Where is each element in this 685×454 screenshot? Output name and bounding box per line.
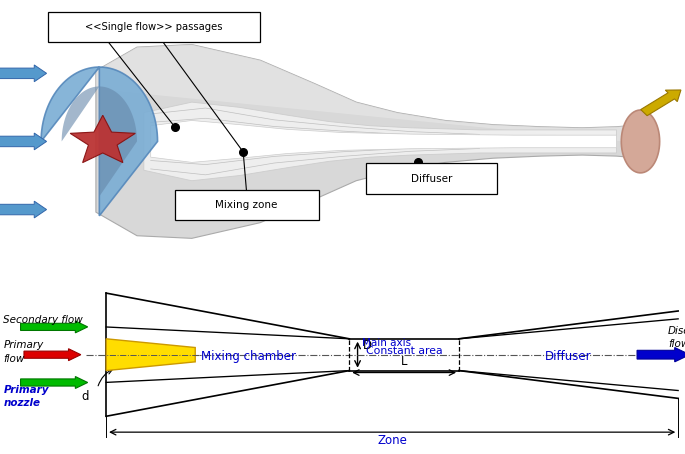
Polygon shape xyxy=(144,102,616,181)
Text: Constant area: Constant area xyxy=(366,345,443,356)
FancyArrow shape xyxy=(0,133,47,150)
Polygon shape xyxy=(62,86,137,197)
Text: L: L xyxy=(401,355,408,368)
Polygon shape xyxy=(70,115,136,163)
FancyBboxPatch shape xyxy=(175,190,319,220)
Text: Main axis: Main axis xyxy=(362,338,411,348)
Text: Zone: Zone xyxy=(377,434,407,447)
Text: d: d xyxy=(82,390,89,403)
Text: flow: flow xyxy=(3,354,25,364)
Text: Primary: Primary xyxy=(3,340,44,350)
Text: Mixing zone: Mixing zone xyxy=(215,200,278,210)
Text: Diffuser: Diffuser xyxy=(545,350,592,363)
FancyArrow shape xyxy=(24,349,81,360)
FancyArrow shape xyxy=(21,376,88,389)
Polygon shape xyxy=(96,44,640,143)
Text: Secondary flow: Secondary flow xyxy=(3,315,83,325)
FancyArrow shape xyxy=(0,201,47,218)
Polygon shape xyxy=(151,120,616,163)
Text: <<Single flow>> passages: <<Single flow>> passages xyxy=(86,22,223,32)
Polygon shape xyxy=(106,339,195,370)
Polygon shape xyxy=(41,67,158,216)
Polygon shape xyxy=(621,110,660,173)
Text: Primary: Primary xyxy=(3,385,49,395)
FancyArrow shape xyxy=(640,90,681,116)
Text: Mixing chamber: Mixing chamber xyxy=(201,350,296,363)
Text: nozzle: nozzle xyxy=(3,398,40,408)
Text: Diffuser: Diffuser xyxy=(411,173,452,183)
FancyArrow shape xyxy=(637,348,685,362)
FancyBboxPatch shape xyxy=(48,11,260,42)
FancyBboxPatch shape xyxy=(366,163,497,194)
Polygon shape xyxy=(96,44,640,238)
Text: Discharge: Discharge xyxy=(668,326,685,336)
FancyArrow shape xyxy=(0,65,47,82)
Text: D: D xyxy=(363,340,372,352)
FancyArrow shape xyxy=(21,321,88,333)
Text: flow: flow xyxy=(668,339,685,350)
